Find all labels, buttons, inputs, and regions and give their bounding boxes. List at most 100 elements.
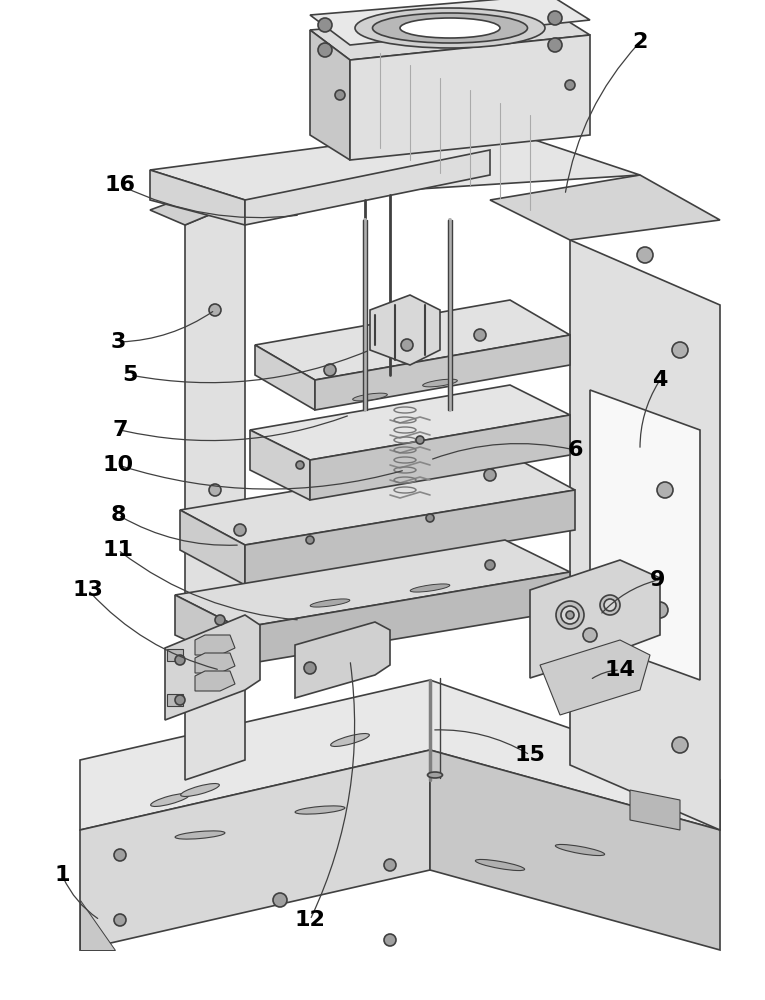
- Polygon shape: [195, 653, 235, 673]
- Text: 16: 16: [105, 175, 135, 195]
- Circle shape: [306, 536, 314, 544]
- Ellipse shape: [181, 784, 220, 796]
- Polygon shape: [430, 750, 720, 950]
- Text: 6: 6: [568, 440, 583, 460]
- Circle shape: [548, 38, 562, 52]
- Text: 12: 12: [295, 910, 325, 930]
- Circle shape: [324, 364, 336, 376]
- Polygon shape: [185, 200, 245, 780]
- Circle shape: [335, 90, 345, 100]
- Polygon shape: [310, 415, 570, 500]
- Polygon shape: [350, 35, 590, 160]
- Circle shape: [672, 342, 688, 358]
- Polygon shape: [250, 430, 310, 500]
- Circle shape: [548, 11, 562, 25]
- FancyBboxPatch shape: [167, 694, 183, 706]
- Circle shape: [600, 595, 620, 615]
- Ellipse shape: [373, 13, 528, 43]
- Text: 2: 2: [633, 32, 648, 52]
- Polygon shape: [175, 540, 570, 628]
- Text: 4: 4: [653, 370, 668, 390]
- Circle shape: [209, 304, 221, 316]
- Polygon shape: [490, 175, 720, 240]
- Circle shape: [273, 893, 287, 907]
- Circle shape: [318, 18, 332, 32]
- Polygon shape: [295, 622, 390, 698]
- Polygon shape: [370, 295, 440, 365]
- Ellipse shape: [400, 18, 500, 38]
- Ellipse shape: [355, 8, 545, 48]
- Circle shape: [556, 601, 584, 629]
- Ellipse shape: [151, 794, 190, 806]
- Circle shape: [637, 247, 653, 263]
- Polygon shape: [630, 790, 680, 830]
- Circle shape: [484, 469, 496, 481]
- Polygon shape: [245, 490, 575, 585]
- Polygon shape: [150, 175, 245, 225]
- Ellipse shape: [410, 584, 450, 592]
- Polygon shape: [240, 572, 570, 665]
- Circle shape: [384, 859, 396, 871]
- Ellipse shape: [295, 806, 345, 814]
- Circle shape: [114, 914, 126, 926]
- Ellipse shape: [475, 859, 525, 871]
- Polygon shape: [310, 30, 350, 160]
- Circle shape: [561, 606, 579, 624]
- Polygon shape: [175, 595, 240, 665]
- Circle shape: [566, 611, 574, 619]
- Circle shape: [652, 602, 668, 618]
- Polygon shape: [530, 560, 660, 678]
- Polygon shape: [80, 900, 115, 950]
- Circle shape: [215, 615, 225, 625]
- Circle shape: [583, 628, 597, 642]
- Polygon shape: [180, 510, 245, 585]
- Ellipse shape: [310, 599, 350, 607]
- Circle shape: [474, 329, 486, 341]
- Polygon shape: [180, 455, 575, 545]
- Text: 15: 15: [515, 745, 545, 765]
- Circle shape: [304, 662, 316, 674]
- Circle shape: [672, 737, 688, 753]
- Polygon shape: [165, 615, 260, 720]
- Text: 14: 14: [604, 660, 636, 680]
- Polygon shape: [150, 125, 640, 200]
- Circle shape: [485, 560, 495, 570]
- Polygon shape: [315, 335, 570, 410]
- Text: 5: 5: [122, 365, 138, 385]
- Ellipse shape: [353, 393, 387, 401]
- Ellipse shape: [423, 379, 457, 387]
- Text: 11: 11: [103, 540, 134, 560]
- Polygon shape: [255, 300, 570, 380]
- Ellipse shape: [555, 844, 604, 856]
- Ellipse shape: [175, 831, 225, 839]
- Text: 7: 7: [112, 420, 128, 440]
- Circle shape: [565, 80, 575, 90]
- Ellipse shape: [330, 734, 369, 746]
- Text: 13: 13: [73, 580, 103, 600]
- FancyBboxPatch shape: [167, 649, 183, 661]
- Text: 1: 1: [54, 865, 70, 885]
- Polygon shape: [540, 640, 650, 715]
- Circle shape: [318, 43, 332, 57]
- Circle shape: [657, 482, 673, 498]
- Polygon shape: [590, 390, 700, 680]
- Polygon shape: [80, 680, 720, 830]
- Polygon shape: [255, 345, 315, 410]
- Circle shape: [604, 599, 616, 611]
- Circle shape: [234, 524, 246, 536]
- Ellipse shape: [428, 772, 442, 778]
- Polygon shape: [195, 671, 235, 691]
- Circle shape: [209, 484, 221, 496]
- Circle shape: [401, 339, 413, 351]
- Text: 8: 8: [110, 505, 125, 525]
- Circle shape: [114, 849, 126, 861]
- Circle shape: [416, 436, 424, 444]
- Polygon shape: [250, 385, 570, 460]
- Polygon shape: [310, 0, 590, 45]
- Circle shape: [296, 461, 304, 469]
- Circle shape: [384, 934, 396, 946]
- Polygon shape: [570, 240, 720, 830]
- Circle shape: [426, 514, 434, 522]
- Polygon shape: [310, 10, 590, 60]
- Polygon shape: [245, 150, 490, 225]
